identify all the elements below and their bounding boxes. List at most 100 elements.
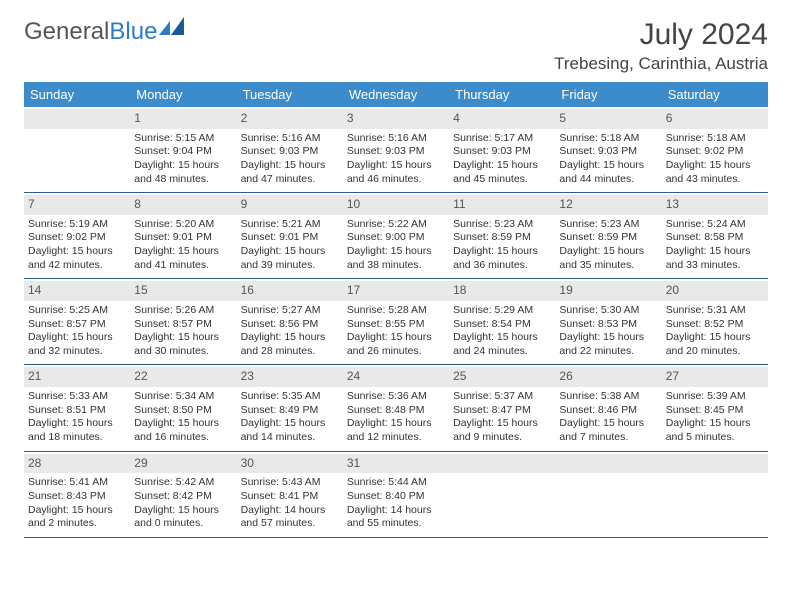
calendar-cell: 30Sunrise: 5:43 AMSunset: 8:41 PMDayligh… <box>237 451 343 537</box>
daylight-text: and 14 minutes. <box>241 431 339 445</box>
daylight-text: and 16 minutes. <box>134 431 232 445</box>
sunrise-text: Sunrise: 5:38 AM <box>559 390 657 404</box>
calendar-cell: 25Sunrise: 5:37 AMSunset: 8:47 PMDayligh… <box>449 365 555 451</box>
sunrise-text: Sunrise: 5:28 AM <box>347 304 445 318</box>
brand-part1: General <box>24 18 109 46</box>
calendar-cell: 12 Sunrise: 5:23 AMSunset: 8:59 PMDayligh… <box>555 193 661 279</box>
sunset-text: Sunset: 8:48 PM <box>347 404 445 418</box>
calendar-cell: 17Sunrise: 5:28 AMSunset: 8:55 PMDayligh… <box>343 279 449 365</box>
daylight-text: and 12 minutes. <box>347 431 445 445</box>
sunrise-text: Sunrise: 5:15 AM <box>134 132 232 146</box>
daylight-text: and 30 minutes. <box>134 345 232 359</box>
daylight-text: and 7 minutes. <box>559 431 657 445</box>
day-number: 22 <box>130 367 236 387</box>
day-number: 29 <box>130 454 236 474</box>
daylight-text: and 46 minutes. <box>347 173 445 187</box>
day-number: 1 <box>130 109 236 129</box>
sunrise-text: Sunrise: 5:39 AM <box>666 390 764 404</box>
sunset-text: Sunset: 9:03 PM <box>559 145 657 159</box>
sunrise-text: Sunrise: 5:36 AM <box>347 390 445 404</box>
sunset-text: Sunset: 8:54 PM <box>453 318 551 332</box>
sunrise-text: Sunrise: 5:33 AM <box>28 390 126 404</box>
sunset-text: Sunset: 9:01 PM <box>241 231 339 245</box>
calendar-cell <box>555 451 661 537</box>
calendar-week-row: 7Sunrise: 5:19 AMSunset: 9:02 PMDaylight… <box>24 193 768 279</box>
daylight-text: Daylight: 15 hours <box>453 417 551 431</box>
sunset-text: Sunset: 9:03 PM <box>241 145 339 159</box>
day-number: 24 <box>343 367 449 387</box>
sunset-text: Sunset: 8:52 PM <box>666 318 764 332</box>
day-number: 4 <box>449 109 555 129</box>
day-number: 6 <box>662 109 768 129</box>
sunset-text: Sunset: 8:49 PM <box>241 404 339 418</box>
day-header: Wednesday <box>343 82 449 107</box>
daylight-text: and 42 minutes. <box>28 259 126 273</box>
sunset-text: Sunset: 8:57 PM <box>134 318 232 332</box>
sunrise-text: Sunrise: 5:17 AM <box>453 132 551 146</box>
daylight-text: Daylight: 15 hours <box>134 504 232 518</box>
calendar-cell: 4Sunrise: 5:17 AMSunset: 9:03 PMDaylight… <box>449 107 555 193</box>
day-number: 27 <box>662 367 768 387</box>
sunset-text: Sunset: 9:00 PM <box>347 231 445 245</box>
sunset-text: Sunset: 8:59 PM <box>453 231 551 245</box>
daylight-text: Daylight: 15 hours <box>559 417 657 431</box>
day-number: 31 <box>343 454 449 474</box>
daylight-text: Daylight: 15 hours <box>666 417 764 431</box>
daylight-text: and 26 minutes. <box>347 345 445 359</box>
sunset-text: Sunset: 8:59 PM <box>559 231 657 245</box>
daylight-text: and 0 minutes. <box>134 517 232 531</box>
day-number: 23 <box>237 367 343 387</box>
daylight-text: and 43 minutes. <box>666 173 764 187</box>
sunrise-text: Sunrise: 5:37 AM <box>453 390 551 404</box>
day-header: Friday <box>555 82 661 107</box>
calendar-cell: 6Sunrise: 5:18 AMSunset: 9:02 PMDaylight… <box>662 107 768 193</box>
sunset-text: Sunset: 8:53 PM <box>559 318 657 332</box>
daylight-text: Daylight: 15 hours <box>559 245 657 259</box>
day-number: 3 <box>343 109 449 129</box>
day-number: 13 <box>662 195 768 215</box>
daylight-text: and 48 minutes. <box>134 173 232 187</box>
daylight-text: and 41 minutes. <box>134 259 232 273</box>
calendar-week-row: 28Sunrise: 5:41 AMSunset: 8:43 PMDayligh… <box>24 451 768 537</box>
month-title: July 2024 <box>554 18 768 52</box>
sunset-text: Sunset: 9:02 PM <box>666 145 764 159</box>
daylight-text: Daylight: 15 hours <box>666 245 764 259</box>
calendar-cell: 1Sunrise: 5:15 AMSunset: 9:04 PMDaylight… <box>130 107 236 193</box>
sunset-text: Sunset: 8:42 PM <box>134 490 232 504</box>
calendar-cell <box>662 451 768 537</box>
day-header: Sunday <box>24 82 130 107</box>
empty-day <box>662 454 768 474</box>
daylight-text: Daylight: 15 hours <box>28 504 126 518</box>
calendar-table: Sunday Monday Tuesday Wednesday Thursday… <box>24 82 768 538</box>
daylight-text: and 36 minutes. <box>453 259 551 273</box>
daylight-text: Daylight: 15 hours <box>28 417 126 431</box>
daylight-text: Daylight: 15 hours <box>559 331 657 345</box>
daylight-text: and 47 minutes. <box>241 173 339 187</box>
sunrise-text: Sunrise: 5:23 AM <box>559 218 657 232</box>
daylight-text: Daylight: 15 hours <box>28 331 126 345</box>
empty-day <box>24 109 130 129</box>
daylight-text: Daylight: 14 hours <box>347 504 445 518</box>
sunrise-text: Sunrise: 5:19 AM <box>28 218 126 232</box>
day-number: 16 <box>237 281 343 301</box>
calendar-cell: 8Sunrise: 5:20 AMSunset: 9:01 PMDaylight… <box>130 193 236 279</box>
day-header-row: Sunday Monday Tuesday Wednesday Thursday… <box>24 82 768 107</box>
calendar-cell: 20Sunrise: 5:31 AMSunset: 8:52 PMDayligh… <box>662 279 768 365</box>
daylight-text: and 33 minutes. <box>666 259 764 273</box>
day-number: 12 <box>555 195 661 215</box>
daylight-text: and 32 minutes. <box>28 345 126 359</box>
sunset-text: Sunset: 9:02 PM <box>28 231 126 245</box>
calendar-cell: 23Sunrise: 5:35 AMSunset: 8:49 PMDayligh… <box>237 365 343 451</box>
daylight-text: and 22 minutes. <box>559 345 657 359</box>
sunrise-text: Sunrise: 5:34 AM <box>134 390 232 404</box>
sunrise-text: Sunrise: 5:20 AM <box>134 218 232 232</box>
calendar-cell: 9Sunrise: 5:21 AMSunset: 9:01 PMDaylight… <box>237 193 343 279</box>
sunrise-text: Sunrise: 5:26 AM <box>134 304 232 318</box>
day-number: 20 <box>662 281 768 301</box>
day-number: 26 <box>555 367 661 387</box>
daylight-text: Daylight: 15 hours <box>241 417 339 431</box>
title-block: July 2024 Trebesing, Carinthia, Austria <box>554 18 768 74</box>
sunset-text: Sunset: 8:51 PM <box>28 404 126 418</box>
calendar-cell: 2Sunrise: 5:16 AMSunset: 9:03 PMDaylight… <box>237 107 343 193</box>
calendar-cell: 16Sunrise: 5:27 AMSunset: 8:56 PMDayligh… <box>237 279 343 365</box>
